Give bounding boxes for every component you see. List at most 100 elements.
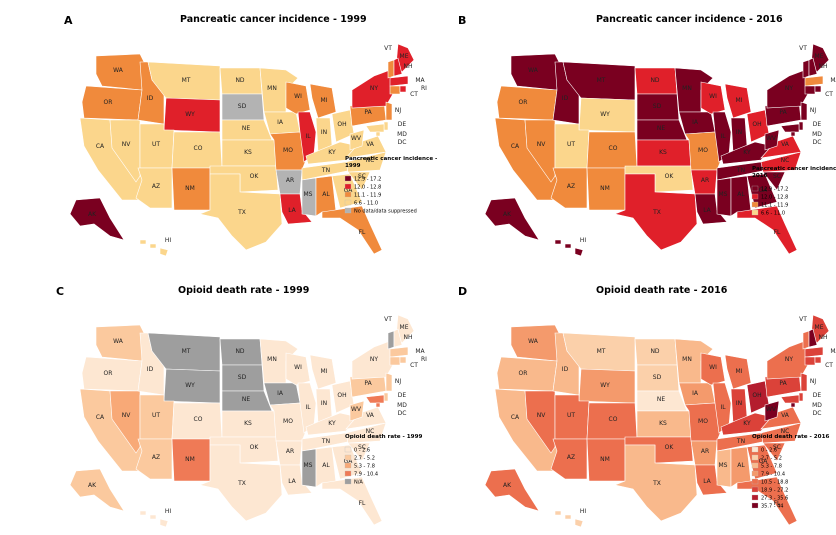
state-label-al: AL bbox=[322, 462, 330, 469]
state-nh bbox=[808, 57, 818, 77]
state-dc bbox=[790, 402, 796, 408]
state-label-mt: MT bbox=[182, 348, 191, 355]
state-sc bbox=[762, 171, 786, 191]
state-label-tn: TN bbox=[736, 438, 745, 445]
state-label-tx: TX bbox=[237, 480, 246, 487]
state-label-az: AZ bbox=[567, 454, 575, 461]
panel-title: Pancreatic cancer incidence - 2016 bbox=[596, 14, 783, 25]
state-tx bbox=[613, 444, 698, 522]
state-label-dc: DC bbox=[398, 410, 407, 417]
legend-swatch bbox=[344, 183, 352, 190]
state-label-ky: KY bbox=[743, 149, 751, 156]
state-ga bbox=[746, 444, 778, 480]
panel-title: Opioid death rate - 1999 bbox=[178, 285, 309, 296]
state-label-fl: FL bbox=[774, 500, 781, 507]
us-map: WA OR CA NV ID MT WY UT AZ CO NM ND SD NE KS OK TX MN IA MO… bbox=[69, 314, 427, 528]
state-label-oh: OH bbox=[337, 392, 346, 399]
state-label-ks: KS bbox=[659, 149, 667, 156]
state-label-nm: NM bbox=[600, 456, 610, 463]
state-label-ms: MS bbox=[304, 462, 313, 469]
state-label-de: DE bbox=[813, 121, 822, 128]
state-label-wv: WV bbox=[351, 135, 362, 142]
state-sc bbox=[347, 442, 371, 462]
state-or bbox=[81, 85, 143, 121]
state-label-me: ME bbox=[815, 53, 824, 60]
state-label-nd: ND bbox=[650, 77, 659, 84]
state-label-ny: NY bbox=[785, 356, 793, 363]
state-label-ca: CA bbox=[96, 143, 105, 150]
legend-label: 35.7 - 44 bbox=[761, 504, 783, 510]
state-label-ct: CT bbox=[410, 91, 418, 98]
legend-swatch bbox=[751, 462, 759, 469]
state-label-wa: WA bbox=[113, 338, 124, 345]
state-label-id: ID bbox=[562, 95, 569, 102]
state-label-ne: NE bbox=[657, 396, 665, 403]
state-label-nj: NJ bbox=[395, 107, 401, 114]
legend-label: 18.9 - 27.2 bbox=[761, 488, 788, 494]
legend-title: Opioid death rate - 1999 bbox=[345, 434, 422, 440]
state-label-de: DE bbox=[398, 121, 407, 128]
legend-label: 7.9 - 10.4 bbox=[761, 472, 785, 478]
state-ma bbox=[804, 346, 824, 358]
state-label-oh: OH bbox=[337, 121, 346, 128]
state-label-hi: HI bbox=[165, 237, 172, 244]
state-label-id: ID bbox=[147, 366, 154, 373]
legend-label: 2.7 - 5.2 bbox=[354, 456, 375, 462]
state-label-md: MD bbox=[397, 402, 407, 409]
state-or bbox=[496, 85, 558, 121]
legend-label: 12.0 - 12.8 bbox=[761, 195, 788, 201]
state-label-dc: DC bbox=[398, 139, 407, 146]
state-label-nj: NJ bbox=[810, 378, 816, 385]
legend-swatch bbox=[344, 191, 352, 198]
state-label-mi: MI bbox=[736, 368, 743, 375]
legend-title: Opioid death rate - 2016 bbox=[752, 434, 829, 440]
legend-label: 6.6 - 11.0 bbox=[354, 201, 378, 207]
state-nj bbox=[800, 101, 808, 121]
state-md bbox=[365, 123, 385, 133]
legend-swatch bbox=[751, 201, 759, 208]
state-label-al: AL bbox=[737, 191, 745, 198]
state-label-ny: NY bbox=[370, 356, 378, 363]
state-label-ks: KS bbox=[244, 149, 252, 156]
state-label-pa: PA bbox=[779, 380, 787, 387]
panel-b: B Pancreatic cancer incidence - 2016 WA OR C… bbox=[458, 14, 836, 257]
state-label-ut: UT bbox=[567, 141, 575, 148]
state-label-ma: MA bbox=[830, 348, 836, 355]
state-label-ak: AK bbox=[503, 482, 512, 489]
state-label-ct: CT bbox=[410, 362, 418, 369]
state-label-ar: AR bbox=[701, 448, 709, 455]
state-label-wa: WA bbox=[113, 67, 124, 74]
state-wv bbox=[349, 400, 365, 422]
state-label-fl: FL bbox=[359, 229, 366, 236]
state-label-dc: DC bbox=[813, 410, 822, 417]
state-ak bbox=[484, 468, 540, 512]
state-label-nm: NM bbox=[600, 185, 610, 192]
legend-label: 0 - 2.6 bbox=[354, 448, 370, 454]
state-nc bbox=[760, 151, 802, 173]
state-label-tx: TX bbox=[652, 209, 661, 216]
state-wv bbox=[349, 129, 365, 151]
state-label-fl: FL bbox=[359, 500, 366, 507]
state-label-wy: WY bbox=[185, 382, 195, 389]
state-label-ri: RI bbox=[421, 356, 427, 363]
state-sc bbox=[762, 442, 786, 462]
state-label-nh: NH bbox=[819, 334, 828, 341]
state-label-ia: IA bbox=[277, 119, 284, 126]
state-label-me: ME bbox=[400, 53, 409, 60]
state-label-ms: MS bbox=[719, 191, 728, 198]
state-label-nj: NJ bbox=[395, 378, 401, 385]
legend-label: 11.1 - 11.9 bbox=[761, 203, 788, 209]
state-label-de: DE bbox=[398, 392, 407, 399]
state-label-wi: WI bbox=[294, 364, 302, 371]
legend-swatch bbox=[751, 185, 759, 192]
state-mi bbox=[309, 83, 337, 119]
state-label-or: OR bbox=[104, 99, 113, 106]
state-label-or: OR bbox=[519, 370, 528, 377]
legend-swatch bbox=[751, 454, 759, 461]
state-label-ca: CA bbox=[511, 414, 520, 421]
legend-title: Pancreatic cancer incidence - bbox=[345, 156, 438, 162]
state-dc bbox=[375, 402, 381, 408]
state-hi bbox=[139, 510, 169, 528]
state-hi bbox=[554, 239, 584, 257]
